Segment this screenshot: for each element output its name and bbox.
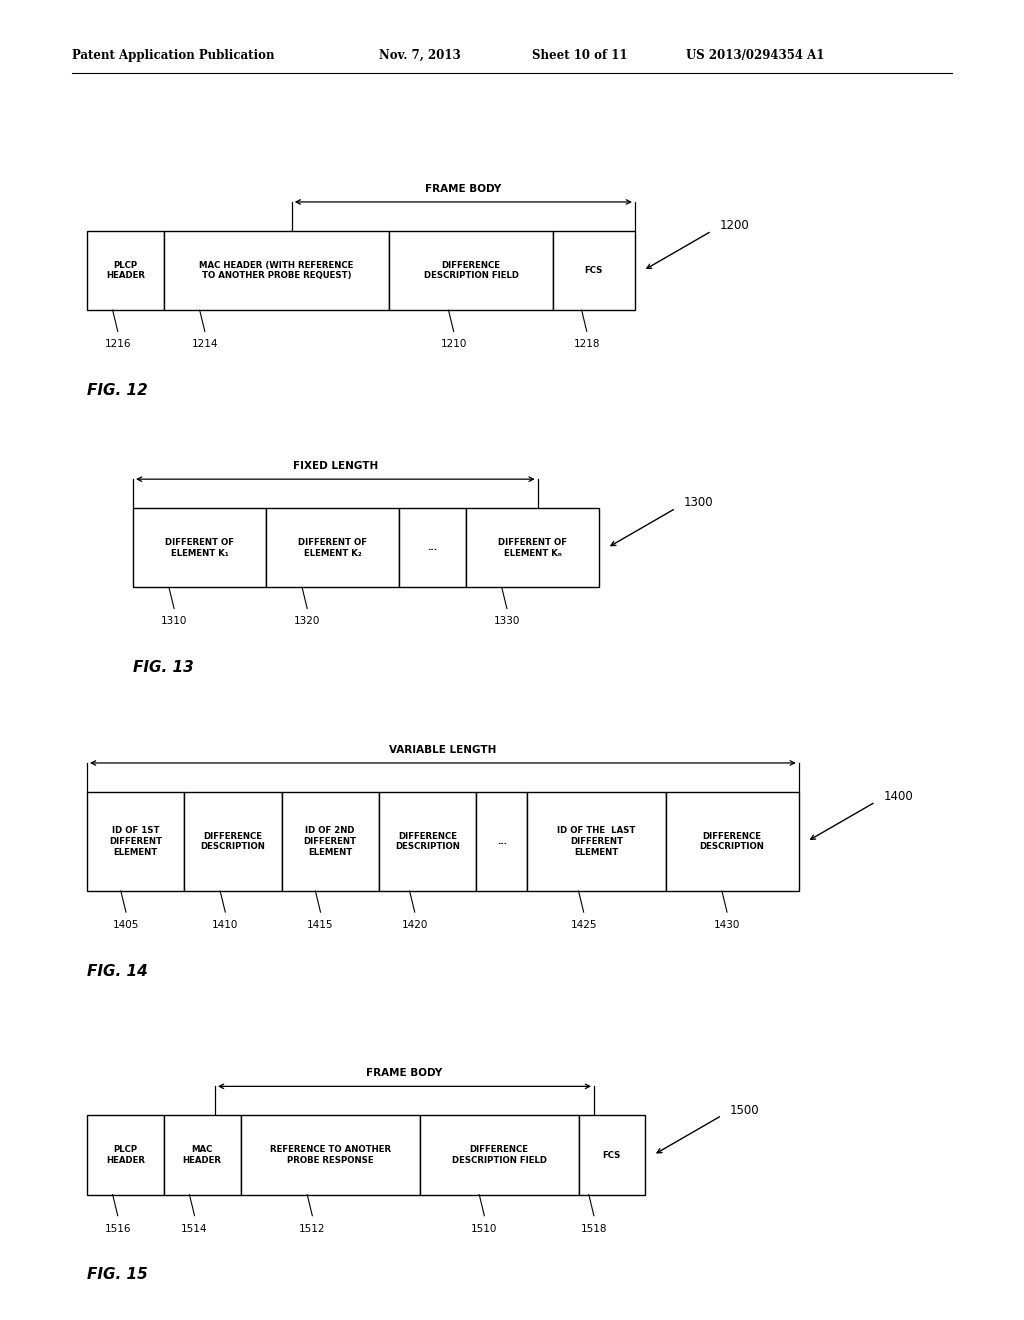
Text: DIFFERENCE
DESCRIPTION: DIFFERENCE DESCRIPTION <box>395 832 460 851</box>
Bar <box>87 231 164 310</box>
Text: 1510: 1510 <box>471 1224 498 1234</box>
Bar <box>466 508 599 587</box>
Text: FCS: FCS <box>585 267 603 275</box>
Bar <box>241 1115 420 1195</box>
Text: DIFFERENCE
DESCRIPTION: DIFFERENCE DESCRIPTION <box>201 832 265 851</box>
Text: DIFFERENCE
DESCRIPTION FIELD: DIFFERENCE DESCRIPTION FIELD <box>424 261 518 280</box>
Text: 1516: 1516 <box>104 1224 131 1234</box>
Text: 1420: 1420 <box>401 920 428 931</box>
Text: 1500: 1500 <box>730 1104 760 1117</box>
Text: ID OF 1ST
DIFFERENT
ELEMENT: ID OF 1ST DIFFERENT ELEMENT <box>110 826 162 857</box>
Text: FRAME BODY: FRAME BODY <box>367 1068 442 1078</box>
Text: 1415: 1415 <box>307 920 334 931</box>
Bar <box>164 231 389 310</box>
Text: ID OF THE  LAST
DIFFERENT
ELEMENT: ID OF THE LAST DIFFERENT ELEMENT <box>557 826 636 857</box>
Text: FIG. 14: FIG. 14 <box>87 964 147 978</box>
Text: 1518: 1518 <box>581 1224 607 1234</box>
Text: FIG. 12: FIG. 12 <box>87 383 147 397</box>
Text: DIFFERENCE
DESCRIPTION: DIFFERENCE DESCRIPTION <box>699 832 765 851</box>
Text: Patent Application Publication: Patent Application Publication <box>72 49 274 62</box>
Text: ...: ... <box>428 544 437 552</box>
Bar <box>184 792 282 891</box>
Text: FIXED LENGTH: FIXED LENGTH <box>293 461 378 471</box>
Text: 1310: 1310 <box>161 616 187 627</box>
Bar <box>553 231 635 310</box>
Text: FIG. 13: FIG. 13 <box>133 660 194 675</box>
Bar <box>420 1115 579 1195</box>
Text: Sheet 10 of 11: Sheet 10 of 11 <box>532 49 628 62</box>
Bar <box>527 792 666 891</box>
Bar <box>164 1115 241 1195</box>
Bar <box>399 508 466 587</box>
Text: 1330: 1330 <box>494 616 520 627</box>
Text: PLCP
HEADER: PLCP HEADER <box>105 1146 145 1164</box>
Text: REFERENCE TO ANOTHER
PROBE RESPONSE: REFERENCE TO ANOTHER PROBE RESPONSE <box>269 1146 391 1164</box>
Bar <box>133 508 266 587</box>
Text: 1300: 1300 <box>684 496 714 510</box>
Text: 1210: 1210 <box>440 339 467 350</box>
Bar <box>379 792 476 891</box>
Bar <box>389 231 553 310</box>
Text: FRAME BODY: FRAME BODY <box>425 183 502 194</box>
Text: FCS: FCS <box>603 1151 621 1159</box>
Bar <box>282 792 379 891</box>
Text: US 2013/0294354 A1: US 2013/0294354 A1 <box>686 49 824 62</box>
Text: 1216: 1216 <box>104 339 131 350</box>
Text: 1218: 1218 <box>573 339 600 350</box>
Text: ID OF 2ND
DIFFERENT
ELEMENT: ID OF 2ND DIFFERENT ELEMENT <box>304 826 356 857</box>
Bar <box>476 792 527 891</box>
Text: 1514: 1514 <box>181 1224 208 1234</box>
Text: 1405: 1405 <box>113 920 139 931</box>
Text: ...: ... <box>497 837 507 846</box>
Text: 1512: 1512 <box>299 1224 326 1234</box>
Text: DIFFERENT OF
ELEMENT Kₙ: DIFFERENT OF ELEMENT Kₙ <box>498 539 567 557</box>
Text: Nov. 7, 2013: Nov. 7, 2013 <box>379 49 461 62</box>
Bar <box>579 1115 645 1195</box>
Bar <box>87 1115 164 1195</box>
Text: 1214: 1214 <box>191 339 218 350</box>
Text: DIFFERENT OF
ELEMENT K₂: DIFFERENT OF ELEMENT K₂ <box>298 539 368 557</box>
Text: 1200: 1200 <box>720 219 750 232</box>
Bar <box>87 792 184 891</box>
Text: 1430: 1430 <box>714 920 740 931</box>
Text: MAC HEADER (WITH REFERENCE
TO ANOTHER PROBE REQUEST): MAC HEADER (WITH REFERENCE TO ANOTHER PR… <box>200 261 353 280</box>
Text: 1400: 1400 <box>884 791 913 803</box>
Text: 1425: 1425 <box>570 920 597 931</box>
Text: DIFFERENT OF
ELEMENT K₁: DIFFERENT OF ELEMENT K₁ <box>165 539 234 557</box>
Text: 1410: 1410 <box>212 920 239 931</box>
Text: PLCP
HEADER: PLCP HEADER <box>105 261 145 280</box>
Text: 1320: 1320 <box>294 616 321 627</box>
Text: FIG. 15: FIG. 15 <box>87 1267 147 1282</box>
Text: MAC
HEADER: MAC HEADER <box>182 1146 222 1164</box>
Bar <box>266 508 399 587</box>
Text: VARIABLE LENGTH: VARIABLE LENGTH <box>389 744 497 755</box>
Text: DIFFERENCE
DESCRIPTION FIELD: DIFFERENCE DESCRIPTION FIELD <box>452 1146 547 1164</box>
Bar <box>666 792 799 891</box>
